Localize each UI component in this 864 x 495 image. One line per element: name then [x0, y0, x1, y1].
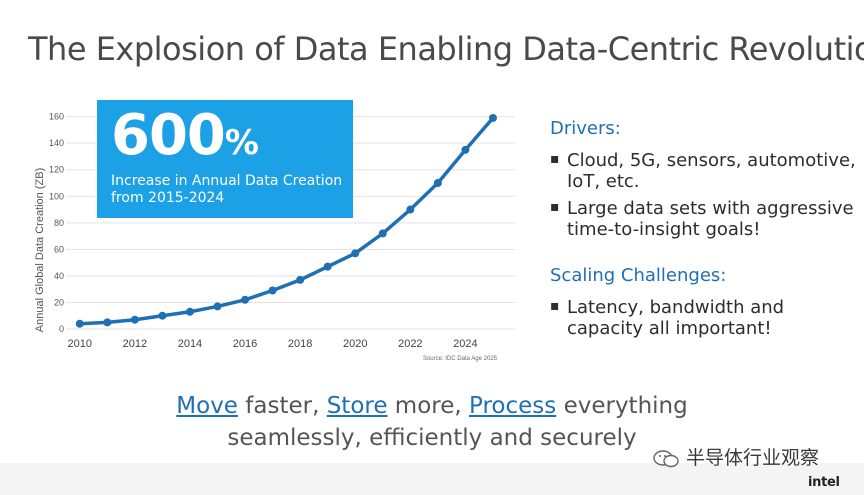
- series-line: [79, 116, 495, 326]
- x-tick-label: 2016: [233, 338, 257, 350]
- data-point: [75, 319, 84, 328]
- x-tick-label: 2024: [453, 338, 477, 350]
- x-tick-label: 2022: [398, 338, 422, 350]
- data-point: [378, 229, 387, 238]
- tagline-text: everything: [556, 393, 688, 419]
- y-axis-ticks: 0 20 40 60 80 100 120 140 160: [49, 112, 64, 334]
- tagline-store: Store: [326, 393, 388, 419]
- watermark: 半导体行业观察: [652, 443, 819, 470]
- tagline-move: Move: [176, 393, 238, 419]
- stat-callout: 600% Increase in Annual Data Creation fr…: [97, 100, 353, 218]
- x-tick-label: 2018: [288, 338, 312, 350]
- drivers-item: ▪ Large data sets with aggressive time-t…: [550, 198, 854, 242]
- x-tick-label: 2020: [343, 338, 367, 350]
- x-tick-label: 2010: [68, 338, 92, 350]
- x-tick-label: 2014: [178, 338, 202, 350]
- tagline-text: more,: [387, 393, 470, 419]
- series-line-group: [75, 113, 497, 328]
- stat-description: Increase in Annual Data Creation from 20…: [111, 173, 343, 206]
- data-point: [213, 302, 222, 311]
- stat-unit: %: [224, 123, 259, 163]
- scaling-item: ▪ Latency, bandwidth and capacity all im…: [550, 297, 850, 341]
- tagline-line1: Move faster, Store more, Process everyth…: [0, 393, 864, 419]
- y-tick-label: 0: [59, 324, 64, 334]
- y-tick-label: 120: [49, 165, 64, 175]
- tagline-text: faster,: [237, 393, 327, 419]
- watermark-text: 半导体行业观察: [686, 447, 820, 469]
- drivers-heading: Drivers:: [550, 118, 621, 139]
- intel-logo: intel: [808, 475, 840, 490]
- drivers-item-text: Cloud, 5G, sensors, automotive, IoT, etc…: [567, 150, 856, 192]
- scaling-heading: Scaling Challenges:: [550, 265, 727, 286]
- y-tick-label: 140: [49, 138, 64, 148]
- y-tick-label: 100: [49, 191, 64, 201]
- data-point: [488, 113, 497, 122]
- y-tick-label: 20: [54, 297, 64, 307]
- y-tick-label: 80: [54, 218, 64, 228]
- footer-band: [0, 463, 864, 495]
- y-tick-label: 40: [54, 271, 64, 281]
- bullet-icon: ▪: [550, 151, 560, 167]
- y-tick-label: 160: [49, 112, 64, 122]
- tagline-process: Process: [469, 393, 557, 419]
- data-point: [461, 145, 470, 154]
- bullet-icon: ▪: [550, 298, 560, 314]
- tagline-line2: seamlessly, efficiently and securely: [227, 425, 637, 451]
- scaling-item-text: Latency, bandwidth and capacity all impo…: [567, 297, 785, 339]
- data-point: [130, 315, 139, 324]
- data-point: [406, 205, 415, 214]
- y-axis-label: Annual Global Data Creation (ZB): [34, 168, 46, 332]
- data-point: [296, 275, 305, 284]
- source-note: Source: IDC Data Age 2025: [423, 356, 498, 362]
- data-point: [268, 286, 277, 295]
- x-tick-label: 2012: [123, 338, 147, 350]
- data-point: [158, 311, 167, 320]
- drivers-item: ▪ Cloud, 5G, sensors, automotive, IoT, e…: [550, 150, 856, 194]
- x-axis-ticks: 2010 2012 2014 2016 2018 2020 2022 2024: [68, 338, 478, 350]
- stat-number: 600: [111, 103, 226, 168]
- data-point: [185, 307, 194, 316]
- wechat-icon: [653, 449, 679, 467]
- y-tick-label: 60: [54, 244, 64, 254]
- drivers-item-text: Large data sets with aggressive time-to-…: [567, 198, 854, 240]
- data-point: [323, 262, 332, 271]
- slide-title: The Explosion of Data Enabling Data-Cent…: [28, 30, 864, 68]
- data-point: [103, 318, 112, 327]
- stat-value: 600%: [111, 108, 259, 164]
- data-point: [241, 295, 250, 304]
- data-point: [351, 249, 360, 258]
- data-point: [433, 179, 442, 187]
- bullet-icon: ▪: [550, 199, 560, 215]
